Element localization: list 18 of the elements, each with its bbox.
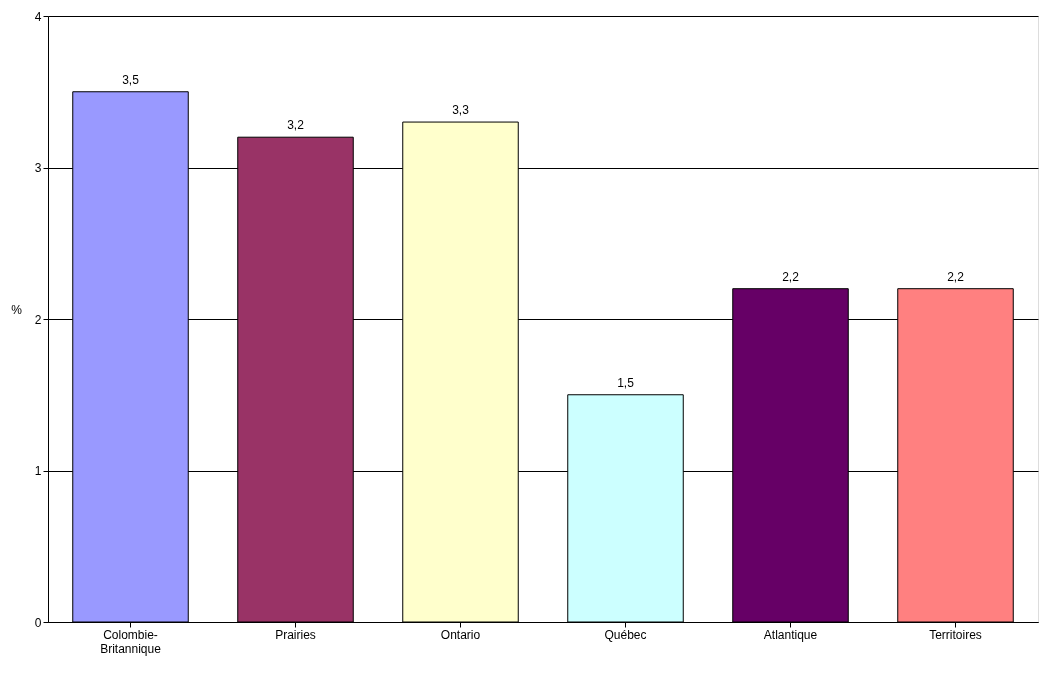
data-label: 1,5 [617, 375, 635, 390]
y-tick-label: 3 [34, 161, 42, 175]
y-tick-label: 2 [34, 312, 42, 327]
data-label: 2,2 [782, 269, 800, 284]
data-label: 2,2 [947, 269, 965, 284]
x-tick-label: Atlantique [763, 627, 818, 642]
data-label: 3,2 [287, 118, 305, 133]
x-tick-label: Québec [604, 627, 647, 642]
y-tick-label: 4 [34, 9, 42, 24]
data-label: 3,5 [122, 72, 140, 87]
y-tick-label: 1 [34, 464, 42, 478]
x-tick-label: Ontario [440, 627, 481, 642]
y-tick-label: 0 [34, 615, 42, 630]
y-axis-title: % [11, 302, 23, 317]
data-label: 3,3 [452, 103, 470, 118]
x-tick-label: Colombie-Britannique [100, 627, 162, 656]
x-tick-label: Prairies [275, 627, 316, 642]
x-tick-label: Territoires [929, 627, 982, 642]
